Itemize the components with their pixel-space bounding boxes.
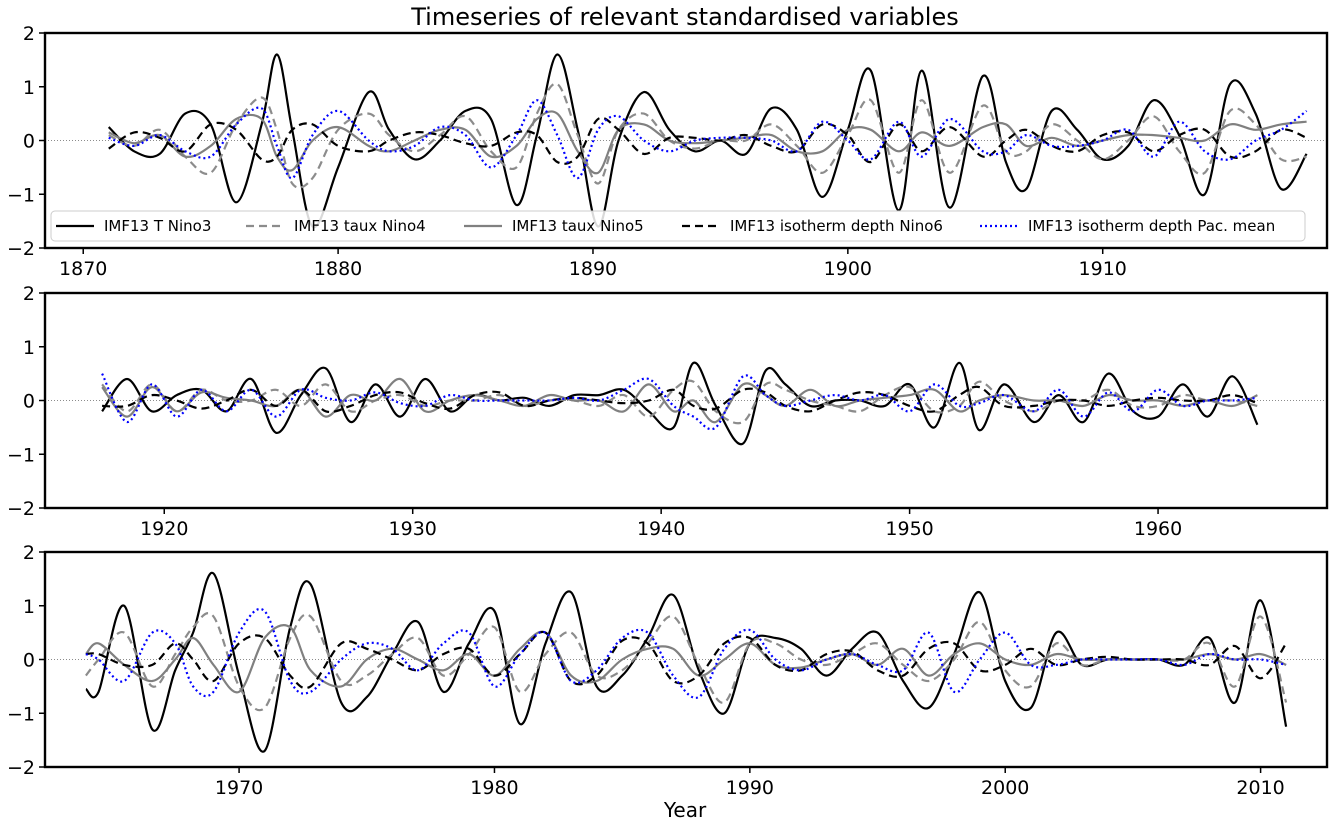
y-tick-label: 0 <box>23 131 35 153</box>
x-axis-label: Year <box>663 798 707 822</box>
y-tick-label: −1 <box>7 703 35 725</box>
x-tick-label: 1880 <box>314 258 362 280</box>
legend-label-5: IMF13 isotherm depth Pac. mean <box>1028 217 1275 235</box>
x-tick-label: 1980 <box>470 777 518 799</box>
x-tick-label: 1990 <box>726 777 774 799</box>
series-line-2 <box>85 612 1288 712</box>
series-line-5 <box>108 99 1308 180</box>
series-line-5 <box>101 373 1258 431</box>
panel-3: −2 −1 0 1 2 1970 1980 1990 2000 2010 <box>7 542 1329 799</box>
y-tick-label: 2 <box>23 542 35 564</box>
y-tick-label: 2 <box>23 23 35 45</box>
y-tick-label: −1 <box>7 444 35 466</box>
panels-group: −2 −1 0 1 2 1870 1880 1890 1900 1910 IMF13 T Nino3… <box>7 23 1329 799</box>
legend-label-1: IMF13 T Nino3 <box>104 217 211 235</box>
x-tick-label: 1940 <box>637 518 685 540</box>
y-tick-label: 1 <box>23 77 35 99</box>
y-tick-label: 0 <box>23 391 35 413</box>
y-tick-label: 1 <box>23 596 35 618</box>
series-line-1 <box>107 53 1308 228</box>
legend-label-3: IMF13 taux Nino5 <box>512 217 644 235</box>
x-tick-label: 2000 <box>981 777 1029 799</box>
y-tick-label: 1 <box>23 337 35 359</box>
x-tick-label: 1890 <box>569 258 617 280</box>
series-line-4 <box>108 116 1308 165</box>
x-tick-label: 1920 <box>140 518 188 540</box>
legend-label-2: IMF13 taux Nino4 <box>294 217 426 235</box>
x-tick-label: 1970 <box>215 777 263 799</box>
x-tick-label: 1900 <box>824 258 872 280</box>
x-tick-label: 1950 <box>885 518 933 540</box>
legend-box <box>50 210 1306 242</box>
series-line-2 <box>108 82 1307 189</box>
x-tick-label: 1930 <box>389 518 437 540</box>
panel-1: −2 −1 0 1 2 1870 1880 1890 1900 1910 IMF13 T Nino3… <box>7 23 1329 280</box>
y-tick-label: 2 <box>23 283 35 305</box>
series-line-3 <box>108 110 1307 175</box>
y-tick-label: −2 <box>7 238 35 260</box>
x-tick-label: 1910 <box>1079 258 1127 280</box>
series-line-5 <box>85 608 1287 699</box>
y-tick-label: −2 <box>7 498 35 520</box>
x-tick-label: 2010 <box>1236 777 1284 799</box>
series-line-1 <box>101 361 1259 446</box>
legend-label-4: IMF13 isotherm depth Nino6 <box>730 217 943 235</box>
x-tick-label: 1960 <box>1134 518 1182 540</box>
chart-title: Timeseries of relevant standardised vari… <box>410 3 958 31</box>
y-tick-label: −2 <box>7 757 35 779</box>
panel-2: −2 −1 0 1 2 1920 1930 1940 1950 1960 <box>7 283 1329 540</box>
y-tick-label: −1 <box>7 184 35 206</box>
y-tick-label: 0 <box>23 650 35 672</box>
x-tick-label: 1870 <box>59 258 107 280</box>
legend: IMF13 T Nino3 IMF13 taux Nino4 IMF13 taux … <box>50 210 1306 242</box>
